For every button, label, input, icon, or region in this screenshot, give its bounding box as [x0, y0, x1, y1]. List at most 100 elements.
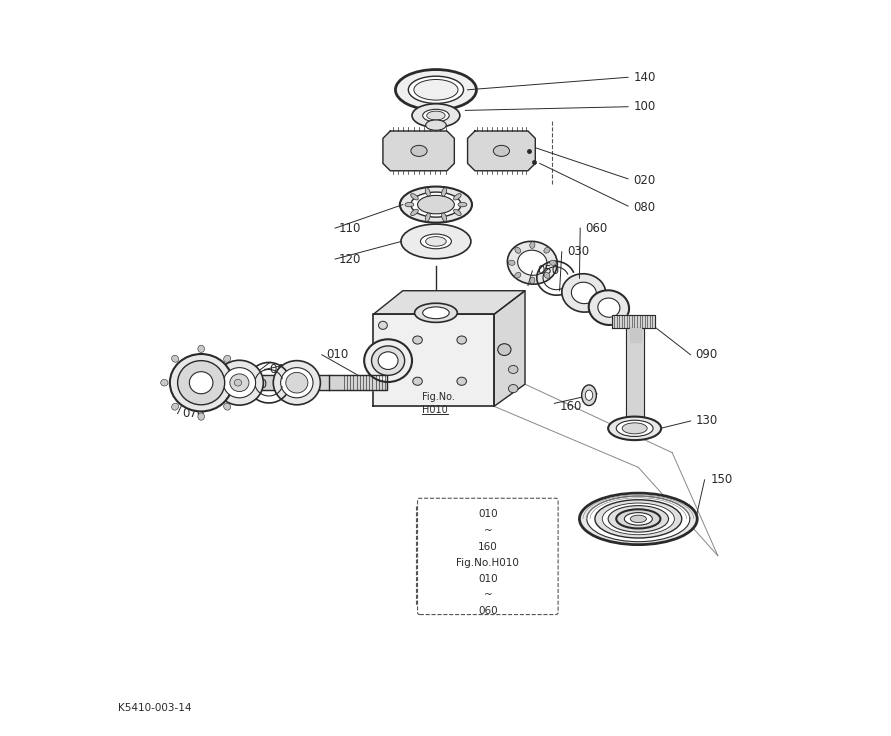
Ellipse shape: [595, 500, 682, 538]
Ellipse shape: [494, 146, 510, 157]
Ellipse shape: [509, 260, 515, 266]
Text: 160: 160: [478, 542, 498, 552]
Polygon shape: [630, 328, 641, 342]
Ellipse shape: [442, 188, 446, 197]
Polygon shape: [186, 375, 387, 390]
Ellipse shape: [454, 209, 462, 216]
Ellipse shape: [630, 515, 647, 523]
Ellipse shape: [364, 339, 412, 382]
Text: 050: 050: [537, 264, 560, 277]
Ellipse shape: [507, 241, 557, 284]
Ellipse shape: [617, 509, 660, 528]
Ellipse shape: [515, 272, 521, 278]
Text: H010: H010: [422, 405, 447, 415]
Polygon shape: [495, 291, 525, 406]
Text: 030: 030: [567, 245, 589, 258]
Ellipse shape: [379, 321, 388, 330]
Ellipse shape: [544, 247, 550, 253]
Ellipse shape: [609, 506, 668, 532]
Polygon shape: [468, 131, 535, 171]
Ellipse shape: [408, 77, 463, 104]
Ellipse shape: [160, 380, 168, 386]
Ellipse shape: [400, 187, 472, 223]
Ellipse shape: [571, 282, 596, 304]
Ellipse shape: [230, 374, 249, 392]
Ellipse shape: [422, 307, 449, 319]
Ellipse shape: [281, 368, 313, 398]
Text: K5410-003-14: K5410-003-14: [118, 703, 192, 713]
Text: 130: 130: [696, 414, 718, 428]
Ellipse shape: [413, 377, 422, 386]
Ellipse shape: [587, 496, 690, 542]
Ellipse shape: [418, 196, 454, 214]
Text: 010: 010: [478, 509, 498, 520]
Ellipse shape: [617, 420, 653, 436]
Ellipse shape: [425, 213, 430, 222]
Text: 090: 090: [696, 348, 718, 361]
Ellipse shape: [609, 417, 661, 440]
Ellipse shape: [401, 224, 470, 258]
Text: 160: 160: [560, 400, 582, 413]
Ellipse shape: [413, 336, 422, 344]
Polygon shape: [612, 315, 655, 328]
Text: 140: 140: [634, 71, 656, 84]
Ellipse shape: [598, 298, 620, 317]
Ellipse shape: [412, 104, 460, 127]
Text: 080: 080: [634, 201, 655, 214]
Ellipse shape: [550, 260, 556, 266]
Ellipse shape: [509, 384, 518, 393]
Ellipse shape: [457, 336, 467, 344]
Text: Fig.No.H010: Fig.No.H010: [456, 558, 519, 568]
Ellipse shape: [585, 390, 593, 400]
FancyBboxPatch shape: [418, 498, 558, 615]
Ellipse shape: [457, 377, 467, 386]
Ellipse shape: [198, 345, 204, 353]
Text: 060: 060: [478, 606, 498, 617]
Ellipse shape: [414, 303, 457, 322]
Text: 030: 030: [245, 378, 267, 391]
Ellipse shape: [530, 277, 535, 283]
Ellipse shape: [426, 120, 446, 130]
Ellipse shape: [413, 79, 458, 100]
Text: 040: 040: [269, 363, 291, 376]
Ellipse shape: [422, 110, 449, 121]
Ellipse shape: [286, 372, 308, 393]
Text: 070: 070: [182, 407, 204, 420]
Ellipse shape: [405, 202, 413, 207]
Ellipse shape: [234, 380, 241, 386]
Ellipse shape: [378, 352, 398, 369]
Ellipse shape: [562, 274, 606, 312]
Polygon shape: [383, 131, 454, 171]
Ellipse shape: [602, 503, 674, 534]
Ellipse shape: [622, 422, 647, 434]
Ellipse shape: [411, 209, 418, 216]
Ellipse shape: [224, 355, 231, 362]
Ellipse shape: [425, 188, 430, 197]
Ellipse shape: [411, 194, 418, 200]
Text: 010: 010: [326, 348, 348, 361]
Ellipse shape: [458, 202, 467, 207]
Text: ~: ~: [484, 590, 492, 601]
Ellipse shape: [518, 250, 547, 275]
Ellipse shape: [426, 237, 446, 246]
Ellipse shape: [372, 346, 405, 375]
Polygon shape: [373, 314, 495, 406]
Text: 150: 150: [710, 473, 732, 486]
Ellipse shape: [224, 368, 256, 398]
Ellipse shape: [544, 272, 550, 278]
Ellipse shape: [515, 247, 520, 253]
Text: 170: 170: [456, 532, 479, 545]
Ellipse shape: [396, 70, 477, 110]
Ellipse shape: [579, 493, 698, 545]
Ellipse shape: [224, 403, 231, 410]
Ellipse shape: [421, 234, 452, 249]
Ellipse shape: [454, 194, 462, 200]
Ellipse shape: [530, 242, 535, 248]
Text: 060: 060: [585, 222, 608, 235]
Text: 100: 100: [634, 100, 656, 113]
Ellipse shape: [509, 365, 518, 374]
Ellipse shape: [170, 354, 233, 411]
Text: ~: ~: [484, 526, 492, 536]
Ellipse shape: [190, 372, 213, 394]
Ellipse shape: [172, 355, 178, 362]
